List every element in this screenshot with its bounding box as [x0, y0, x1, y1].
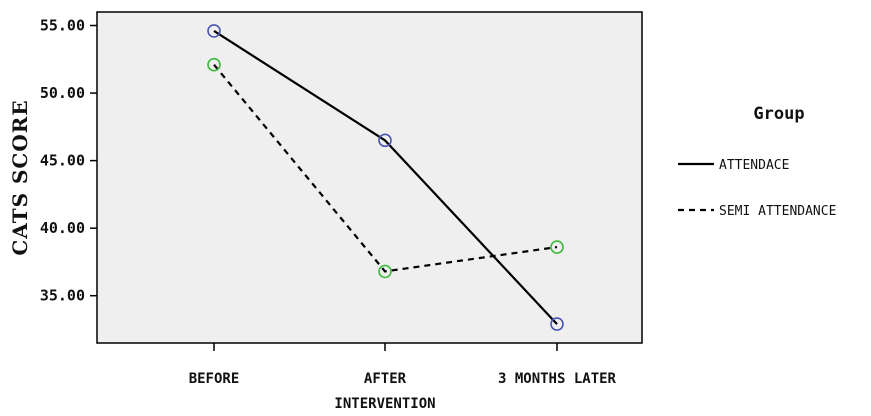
y-tick-label: 40.00: [40, 219, 85, 237]
legend-label-1: ATTENDACE: [719, 158, 789, 173]
series-line-2: [213, 63, 558, 273]
y-tick-label: 35.00: [40, 287, 85, 305]
series-1-point: [378, 133, 392, 148]
plot-area: [96, 11, 643, 344]
x-axis: BEFORE AFTER INTERVENTION 3 MONTHS LATER: [189, 343, 617, 412]
x-tick-label: BEFORE: [189, 371, 240, 387]
legend-label-2: SEMI ATTENDANCE: [719, 204, 836, 219]
x-tick-label: 3 MONTHS LATER: [498, 371, 617, 387]
series-2-point: [378, 264, 392, 279]
series-line-1: [213, 29, 558, 325]
series-2-point: [550, 240, 564, 254]
legend: ATTENDACE SEMI ATTENDANCE: [678, 158, 836, 219]
y-tick-label: 50.00: [40, 84, 85, 102]
x-tick-label: AFTER INTERVENTION: [334, 371, 435, 412]
series-1-point: [550, 317, 564, 331]
series-group: [207, 24, 564, 331]
legend-title: Group: [753, 104, 804, 124]
y-tick-label: 45.00: [40, 152, 85, 170]
y-axis: 35.00 40.00 45.00 50.00 55.00: [40, 17, 97, 305]
y-tick-label: 55.00: [40, 17, 85, 35]
series-2-point: [207, 57, 221, 72]
series-1-point: [207, 24, 221, 38]
y-axis-title: CATS SCORE: [8, 99, 32, 255]
